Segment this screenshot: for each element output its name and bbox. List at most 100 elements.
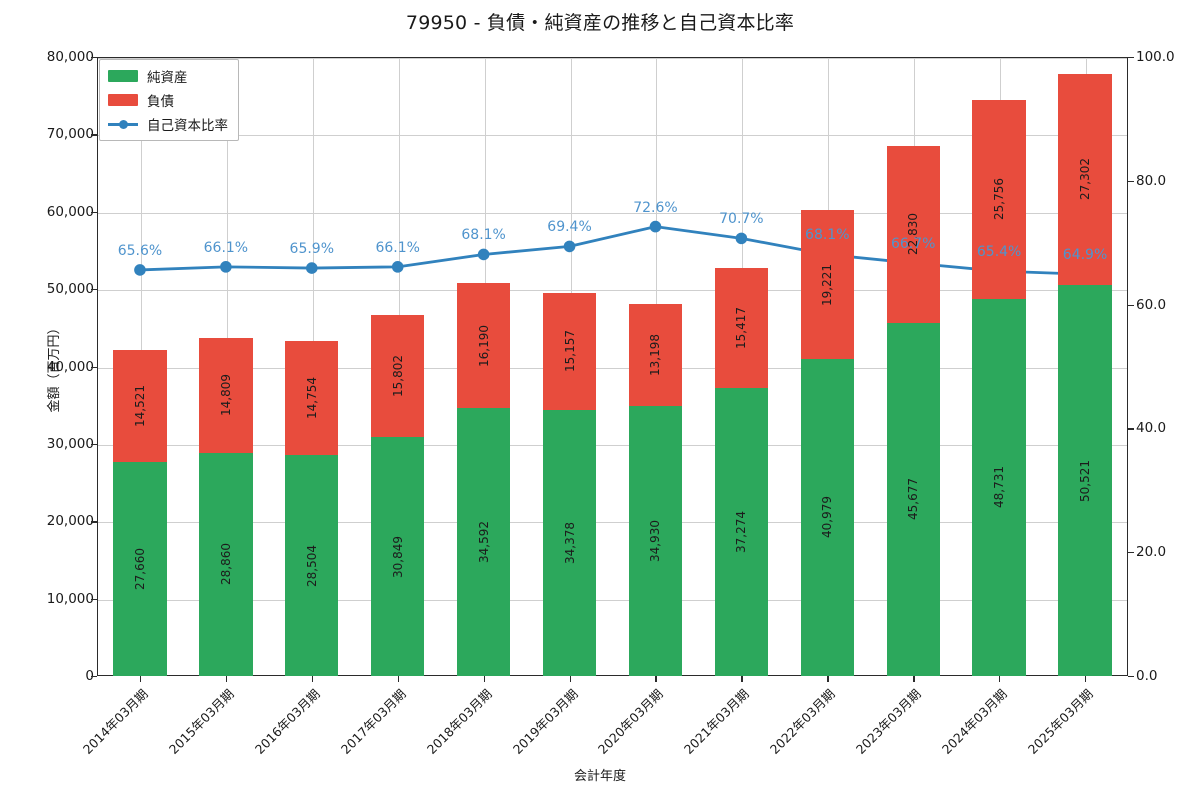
equity-ratio-value-label: 64.9% (1062, 247, 1108, 264)
legend-label-liabilities: 負債 (147, 94, 174, 110)
equity-ratio-marker[interactable] (391, 261, 404, 273)
bar-segment-net-assets[interactable]: 34,592 (456, 408, 511, 676)
bar-segment-net-assets[interactable]: 50,521 (1058, 285, 1112, 676)
bar-segment-liabilities[interactable]: 14,754 (285, 341, 339, 456)
y-axis-left-tick-label: 50,000 (46, 281, 94, 298)
stacked-bar[interactable]: 22,830 45,677 (886, 145, 940, 676)
y-axis-right-tick-label: 60.0 (1136, 296, 1167, 313)
x-axis-tick-label: 2017年03月期 (337, 686, 409, 757)
bar-segment-liabilities[interactable]: 27,302 (1058, 73, 1112, 286)
y-axis-left-tick-label: 30,000 (46, 435, 94, 452)
y-axis-right-tick-mark (1128, 57, 1134, 59)
equity-ratio-value-label: 66.1% (203, 239, 249, 256)
bar-segment-liabilities[interactable]: 16,190 (456, 283, 511, 409)
bar-value-label-net-assets: 34,930 (648, 519, 663, 562)
x-axis-tick-label: 2020年03月期 (595, 686, 667, 757)
bar-value-label-net-assets: 50,521 (1078, 459, 1093, 502)
bar-segment-liabilities[interactable]: 15,417 (714, 268, 768, 388)
bar-segment-liabilities[interactable]: 15,802 (371, 315, 425, 438)
stacked-bar[interactable]: 25,756 48,731 (972, 99, 1026, 676)
bar-segment-net-assets[interactable]: 40,979 (800, 358, 854, 676)
legend-swatch-liabilities (108, 94, 138, 106)
x-axis-tick-mark (999, 676, 1001, 682)
equity-ratio-value-label: 68.1% (461, 227, 506, 244)
stacked-bar[interactable]: 14,754 28,504 (285, 341, 339, 676)
equity-ratio-marker[interactable] (305, 262, 318, 274)
y-axis-left-tick-mark (91, 598, 97, 600)
bar-value-label-liabilities: 14,521 (132, 384, 147, 427)
bar-segment-liabilities[interactable]: 22,830 (886, 145, 940, 323)
bar-segment-net-assets[interactable]: 28,860 (199, 452, 253, 676)
bar-value-label-net-assets: 37,274 (734, 510, 749, 553)
equity-ratio-value-label: 70.7% (719, 211, 764, 228)
legend-item-equity-ratio: 自己資本比率 (108, 115, 228, 134)
bar-value-label-liabilities: 13,198 (648, 333, 663, 376)
equity-ratio-marker[interactable] (735, 232, 748, 245)
stacked-bar[interactable]: 14,809 28,860 (199, 338, 253, 676)
bar-segment-net-assets[interactable]: 30,849 (371, 437, 425, 676)
stacked-bar[interactable]: 14,521 27,660 (113, 349, 167, 676)
bar-segment-net-assets[interactable]: 37,274 (714, 387, 768, 676)
legend-label-equity-ratio: 自己資本比率 (147, 118, 228, 134)
bar-value-label-liabilities: 27,302 (1078, 158, 1093, 201)
stacked-bar[interactable]: 27,302 50,521 (1058, 73, 1112, 676)
bar-segment-net-assets[interactable]: 45,677 (886, 322, 940, 676)
bar-segment-liabilities[interactable]: 25,756 (972, 99, 1026, 299)
x-axis-tick-mark (741, 676, 743, 682)
y-axis-left-tick-label: 80,000 (46, 49, 94, 65)
bar-value-label-liabilities: 16,190 (476, 324, 491, 367)
bar-segment-liabilities[interactable]: 14,521 (113, 349, 167, 462)
y-axis-left-tick-label: 60,000 (46, 203, 94, 220)
equity-ratio-marker[interactable] (220, 261, 232, 273)
equity-ratio-marker[interactable] (134, 264, 146, 276)
bar-value-label-liabilities: 14,809 (218, 374, 233, 417)
y-axis-right-tick-label: 80.0 (1136, 172, 1167, 189)
x-axis-tick-label: 2024年03月期 (938, 686, 1010, 757)
bar-value-label-liabilities: 19,221 (820, 263, 835, 306)
stacked-bar[interactable]: 15,157 34,378 (542, 292, 597, 676)
legend-item-net-assets: 純資産 (108, 67, 228, 86)
bar-segment-liabilities[interactable]: 13,198 (628, 303, 683, 406)
y-axis-right-tick-mark (1128, 304, 1134, 306)
gridline-horizontal (98, 599, 1127, 601)
equity-ratio-marker[interactable] (649, 220, 662, 233)
x-axis-tick-label: 2019年03月期 (509, 686, 581, 757)
y-axis-right-tick-mark (1128, 428, 1134, 430)
bar-value-label-net-assets: 34,592 (476, 521, 491, 564)
equity-ratio-value-label: 72.6% (633, 199, 678, 216)
stacked-bar[interactable]: 13,198 34,930 (628, 303, 683, 676)
bar-segment-liabilities[interactable]: 15,157 (542, 292, 597, 410)
equity-ratio-value-label: 65.6% (117, 242, 163, 259)
x-axis-tick-mark (397, 676, 399, 682)
x-axis-title: 会計年度 (573, 769, 626, 784)
y-axis-left-tick-label: 70,000 (46, 126, 94, 143)
x-axis-tick-label: 2022年03月期 (767, 686, 839, 757)
x-axis-tick-mark (311, 676, 314, 682)
x-axis-tick-mark (569, 676, 571, 682)
y-axis-right-tick-mark (1128, 180, 1134, 183)
stacked-bar[interactable]: 15,417 37,274 (714, 268, 768, 676)
stacked-bar[interactable]: 19,221 40,979 (800, 210, 854, 676)
equity-ratio-value-label: 68.1% (805, 227, 850, 244)
y-axis-left-tick-mark (91, 134, 97, 136)
equity-ratio-value-label: 66.7% (890, 236, 936, 253)
bar-segment-net-assets[interactable]: 28,504 (285, 455, 339, 676)
bar-segment-liabilities[interactable]: 14,809 (199, 338, 253, 453)
equity-ratio-marker[interactable] (563, 240, 576, 253)
bar-segment-net-assets[interactable]: 27,660 (113, 461, 167, 676)
bar-segment-net-assets[interactable]: 34,378 (542, 409, 597, 676)
stacked-bar[interactable]: 16,190 34,592 (456, 283, 511, 676)
equity-ratio-marker[interactable] (477, 248, 490, 261)
gridline-horizontal (98, 212, 1127, 214)
y-axis-left-tick-mark (91, 676, 97, 678)
bar-segment-net-assets[interactable]: 48,731 (972, 298, 1026, 676)
x-axis-tick-mark (1085, 676, 1087, 682)
bar-segment-liabilities[interactable]: 19,221 (800, 210, 854, 359)
y-axis-left-tick-label: 10,000 (46, 590, 94, 607)
bar-value-label-net-assets: 30,849 (390, 535, 405, 578)
x-axis-tick-label: 2015年03月期 (165, 686, 237, 757)
bar-value-label-net-assets: 34,378 (562, 521, 577, 564)
bar-segment-net-assets[interactable]: 34,930 (628, 405, 683, 676)
stacked-bar[interactable]: 15,802 30,849 (371, 315, 425, 676)
